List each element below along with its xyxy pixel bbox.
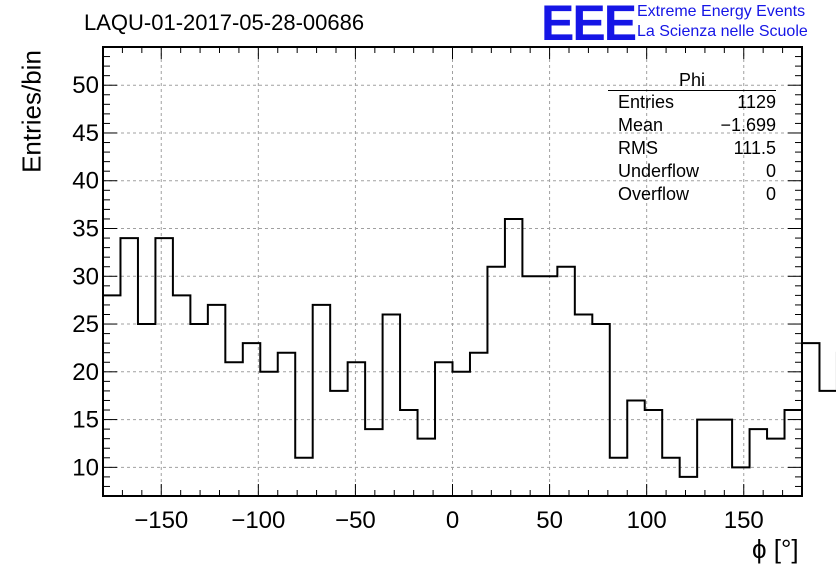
y-tick-label: 10 bbox=[72, 454, 99, 481]
x-axis-label: ϕ [°] bbox=[752, 534, 799, 564]
y-tick-label: 20 bbox=[72, 359, 99, 386]
x-tick-label: 0 bbox=[446, 507, 459, 534]
logo-line-1: Extreme Energy Events bbox=[637, 3, 806, 20]
logo-mark: EEE bbox=[541, 0, 637, 51]
stats-value: 0 bbox=[765, 184, 776, 204]
stats-label: RMS bbox=[618, 138, 658, 158]
stats-value: −1.699 bbox=[720, 115, 776, 135]
x-tick-label: −100 bbox=[231, 507, 285, 534]
stats-row: RMS 111.5 bbox=[608, 137, 776, 160]
stats-title: Phi bbox=[608, 70, 776, 91]
y-tick-label: 30 bbox=[72, 263, 99, 290]
logo-line-2: La Scienza nelle Scuole bbox=[637, 23, 808, 40]
x-tick-label: 50 bbox=[536, 507, 563, 534]
chart-title: LAQU-01-2017-05-28-00686 bbox=[84, 10, 365, 35]
y-tick-label: 25 bbox=[72, 311, 99, 338]
eee-logo: EEE bbox=[541, 0, 637, 52]
x-tick-label: −50 bbox=[335, 507, 376, 534]
y-axis-label: Entries/bin bbox=[16, 50, 47, 173]
plot-frame bbox=[102, 46, 803, 497]
stats-label: Underflow bbox=[618, 161, 700, 181]
logo-text: Extreme Energy Events La Scienza nelle S… bbox=[637, 2, 808, 42]
x-tick-label: 150 bbox=[724, 507, 764, 534]
stats-row: Entries 1129 bbox=[608, 91, 776, 114]
stats-row: Mean −1.699 bbox=[608, 114, 776, 137]
stats-label: Entries bbox=[618, 92, 675, 112]
y-tick-label: 35 bbox=[72, 216, 99, 243]
stats-label: Overflow bbox=[618, 184, 690, 204]
stats-label: Mean bbox=[618, 115, 664, 135]
stats-row: Underflow 0 bbox=[608, 160, 776, 183]
histogram-line bbox=[103, 217, 836, 478]
y-tick-label: 15 bbox=[72, 407, 99, 434]
stats-value: 111.5 bbox=[733, 138, 776, 158]
stats-row: Overflow 0 bbox=[608, 183, 776, 206]
x-tick-label: −150 bbox=[134, 507, 188, 534]
y-tick-label: 45 bbox=[72, 120, 99, 147]
x-tick-label: 100 bbox=[627, 507, 667, 534]
stats-value: 0 bbox=[765, 161, 776, 181]
stats-box: Phi Entries 1129 Mean −1.699 RMS 111.5 Unde… bbox=[608, 70, 776, 206]
y-tick-label: 50 bbox=[72, 72, 99, 99]
y-tick-label: 40 bbox=[72, 168, 99, 195]
stats-value: 1129 bbox=[737, 92, 776, 112]
